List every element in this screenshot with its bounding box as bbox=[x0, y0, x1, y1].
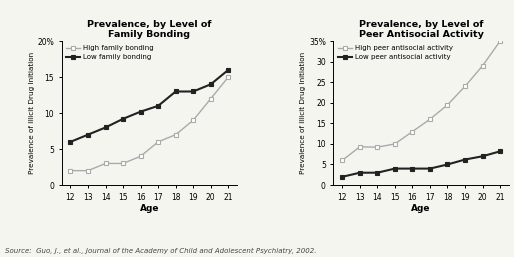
Low peer antisocial activity bbox=[357, 171, 363, 174]
High peer antisocial activity bbox=[497, 40, 503, 43]
Low family bonding bbox=[85, 133, 91, 136]
Low peer antisocial activity bbox=[497, 150, 503, 153]
Title: Prevalence, by Level of
Peer Antisocial Activity: Prevalence, by Level of Peer Antisocial … bbox=[359, 20, 484, 39]
X-axis label: Age: Age bbox=[411, 205, 431, 214]
High family bonding bbox=[102, 162, 108, 165]
High family bonding bbox=[208, 97, 214, 100]
Low peer antisocial activity bbox=[409, 167, 415, 170]
Text: Source:  Guo, J., et al., Journal of the Academy of Child and Adolescent Psychia: Source: Guo, J., et al., Journal of the … bbox=[5, 248, 317, 254]
High peer antisocial activity bbox=[392, 142, 398, 145]
High peer antisocial activity bbox=[445, 103, 451, 106]
High peer antisocial activity bbox=[462, 85, 468, 88]
Low family bonding bbox=[173, 90, 179, 93]
Line: High family bonding: High family bonding bbox=[68, 75, 230, 173]
Low peer antisocial activity bbox=[339, 175, 345, 178]
Low family bonding bbox=[225, 68, 231, 71]
Y-axis label: Prevalence of Illicit Drug Initiation: Prevalence of Illicit Drug Initiation bbox=[28, 52, 34, 174]
Line: Low family bonding: Low family bonding bbox=[68, 68, 230, 144]
Low peer antisocial activity bbox=[445, 163, 451, 166]
Low peer antisocial activity bbox=[480, 155, 486, 158]
Y-axis label: Prevalence of Illicit Drug Initiation: Prevalence of Illicit Drug Initiation bbox=[300, 52, 306, 174]
Line: Low peer antisocial activity: Low peer antisocial activity bbox=[340, 149, 502, 179]
Low family bonding bbox=[155, 104, 161, 107]
High family bonding bbox=[190, 119, 196, 122]
Low peer antisocial activity bbox=[374, 171, 380, 174]
Low peer antisocial activity bbox=[462, 158, 468, 161]
Low peer antisocial activity bbox=[392, 167, 398, 170]
High peer antisocial activity bbox=[480, 64, 486, 67]
High peer antisocial activity bbox=[339, 159, 345, 162]
Low family bonding bbox=[190, 90, 196, 93]
Title: Prevalence, by Level of
Family Bonding: Prevalence, by Level of Family Bonding bbox=[87, 20, 212, 39]
Low peer antisocial activity bbox=[427, 167, 433, 170]
High family bonding bbox=[67, 169, 74, 172]
Low family bonding bbox=[67, 140, 74, 143]
Line: High peer antisocial activity: High peer antisocial activity bbox=[340, 39, 502, 162]
High family bonding bbox=[85, 169, 91, 172]
Low family bonding bbox=[102, 126, 108, 129]
High peer antisocial activity bbox=[374, 146, 380, 149]
High family bonding bbox=[155, 140, 161, 143]
High peer antisocial activity bbox=[427, 118, 433, 121]
High peer antisocial activity bbox=[409, 130, 415, 133]
Low family bonding bbox=[138, 110, 144, 113]
High family bonding bbox=[173, 133, 179, 136]
High peer antisocial activity bbox=[357, 145, 363, 148]
Legend: High peer antisocial activity, Low peer antisocial activity: High peer antisocial activity, Low peer … bbox=[337, 45, 454, 61]
High family bonding bbox=[225, 76, 231, 79]
X-axis label: Age: Age bbox=[140, 205, 159, 214]
High family bonding bbox=[138, 155, 144, 158]
Low family bonding bbox=[120, 117, 126, 120]
Low family bonding bbox=[208, 83, 214, 86]
Legend: High family bonding, Low family bonding: High family bonding, Low family bonding bbox=[65, 45, 155, 61]
High family bonding bbox=[120, 162, 126, 165]
